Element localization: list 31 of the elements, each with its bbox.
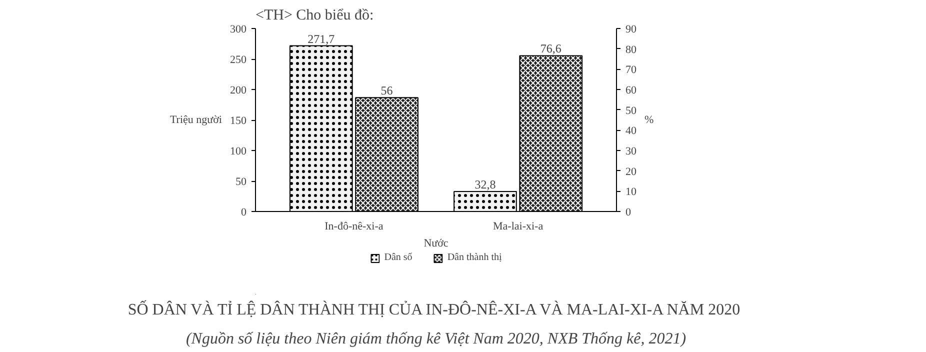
- y-tick-label: 200: [230, 84, 247, 96]
- legend-label: Dân thành thị: [447, 252, 502, 263]
- x-axis-title: Nước: [424, 238, 448, 250]
- y-tick-label: 150: [230, 115, 247, 127]
- x-tick-label: Ma-lai-xi-a: [493, 220, 544, 232]
- y2-axis-title: %: [644, 114, 654, 126]
- y-tick-label: 300: [230, 24, 247, 36]
- data-label: 271,7: [308, 32, 335, 46]
- y2-tick-label: 50: [626, 104, 637, 117]
- y2-tick-label: 30: [626, 146, 637, 158]
- text: (Nguồn số liệu theo Niên giám thống kê Việt Nam 2020, NXB Thống kê, 2021): [186, 330, 686, 348]
- text: SỐ DÂN VÀ TỈ LỆ DÂN THÀNH THỊ CỦA IN-ĐÔ-NÊ-XI-A VÀ MA-LAI-XI-A NĂM 2020: [128, 300, 740, 318]
- y2-tick-label: 80: [626, 44, 637, 56]
- y2-tick-label: 90: [626, 24, 637, 36]
- y-tick-label: 50: [236, 176, 247, 188]
- y2-tick-label: 70: [626, 64, 637, 76]
- legend-label: Dân số: [384, 252, 412, 263]
- y2-tick-label: 60: [626, 84, 637, 96]
- y2-tick-label: 0: [626, 206, 632, 218]
- y2-tick-label: 40: [626, 125, 637, 138]
- y2-tick-label: 10: [626, 186, 637, 198]
- x-tick-label: In-đô-nê-xi-a: [324, 220, 384, 232]
- data-label: 32,8: [474, 177, 496, 192]
- y-tick-label: 0: [241, 206, 247, 218]
- data-label: 76,6: [540, 42, 562, 56]
- y-tick-label: 250: [230, 54, 247, 66]
- data-label: 56: [380, 84, 393, 98]
- y2-tick-label: 20: [626, 166, 637, 178]
- y-tick-label: 100: [230, 146, 247, 158]
- y-axis-title: Triệu người: [170, 114, 222, 126]
- text: <TH> Cho biểu đồ:: [256, 8, 374, 24]
